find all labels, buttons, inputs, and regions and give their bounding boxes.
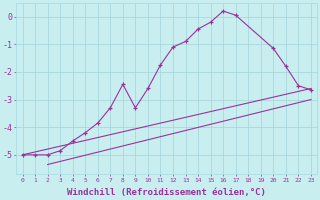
X-axis label: Windchill (Refroidissement éolien,°C): Windchill (Refroidissement éolien,°C) — [67, 188, 266, 197]
